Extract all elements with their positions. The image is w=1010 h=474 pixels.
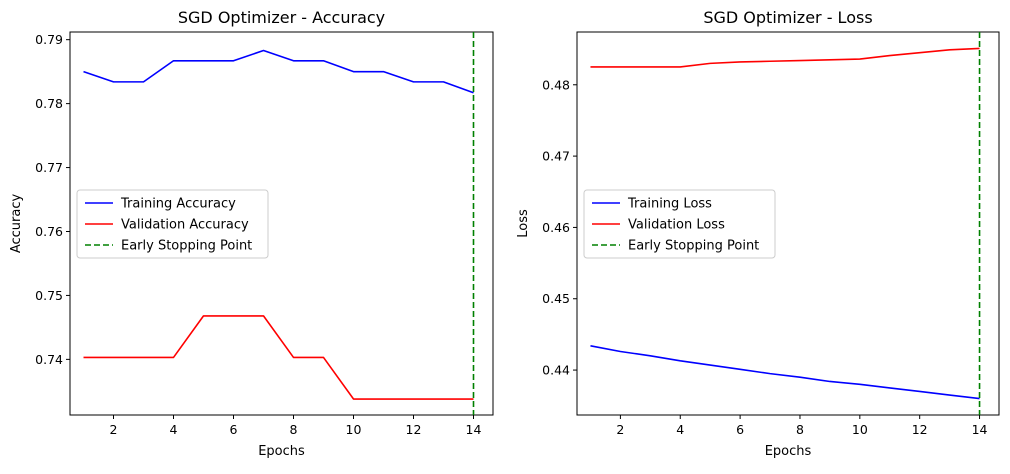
x-tick-label: 10 — [852, 422, 868, 437]
legend-label: Early Stopping Point — [121, 239, 252, 254]
y-tick-label: 0.46 — [542, 220, 570, 235]
x-tick-label: 4 — [170, 422, 178, 437]
y-tick-label: 0.76 — [35, 224, 63, 239]
chart-title: SGD Optimizer - Loss — [703, 8, 872, 27]
x-tick-label: 6 — [230, 422, 238, 437]
chart-title: SGD Optimizer - Accuracy — [178, 8, 385, 27]
legend-label: Validation Loss — [628, 218, 725, 233]
y-tick-label: 0.75 — [35, 288, 63, 303]
x-tick-label: 6 — [736, 422, 744, 437]
x-tick-label: 4 — [676, 422, 684, 437]
legend-label: Training Loss — [627, 197, 712, 212]
chart-panel-0: SGD Optimizer - Accuracy 2 4 6 8 10 12 14 0.74 0.… — [9, 8, 494, 459]
x-tick-label: 14 — [972, 422, 988, 437]
x-tick-label: 14 — [466, 422, 482, 437]
y-tick-label: 0.48 — [542, 77, 570, 92]
x-tick-label: 12 — [406, 422, 422, 437]
legend: Training Loss Validation Loss Early Stoppi… — [583, 189, 776, 259]
legend-box — [76, 189, 269, 259]
x-axis-label: Epochs — [765, 444, 812, 459]
y-tick-label: 0.47 — [542, 149, 570, 164]
chart-panel-1: SGD Optimizer - Loss 2 4 6 8 10 12 14 0.44 0.45 0.… — [516, 8, 1000, 459]
plot-frame — [576, 31, 1000, 416]
x-tick-label: 2 — [616, 422, 624, 437]
legend-label: Training Accuracy — [120, 197, 236, 212]
legend-box — [583, 189, 776, 259]
y-tick-label: 0.77 — [35, 160, 63, 175]
legend-label: Early Stopping Point — [628, 239, 759, 254]
x-tick-label: 10 — [346, 422, 362, 437]
x-tick-label: 8 — [796, 422, 804, 437]
y-tick-label: 0.74 — [35, 352, 63, 367]
y-tick-label: 0.78 — [35, 96, 63, 111]
x-axis-label: Epochs — [258, 444, 305, 459]
x-tick-label: 8 — [290, 422, 298, 437]
legend: Training Accuracy Validation Accuracy Earl… — [76, 189, 269, 259]
y-axis-label: Loss — [516, 209, 531, 238]
y-tick-label: 0.44 — [542, 363, 570, 378]
y-axis-label: Accuracy — [9, 194, 24, 254]
series-line-validation-loss — [590, 47, 980, 68]
x-tick-label: 2 — [110, 422, 118, 437]
plot-frame — [69, 31, 494, 416]
series-line-training-loss — [590, 345, 980, 400]
y-tick-label: 0.79 — [35, 32, 63, 47]
series-line-validation-accuracy — [83, 315, 474, 400]
y-tick-label: 0.45 — [542, 291, 570, 306]
x-tick-label: 12 — [912, 422, 928, 437]
legend-label: Validation Accuracy — [121, 218, 249, 233]
series-line-training-accuracy — [83, 49, 474, 94]
